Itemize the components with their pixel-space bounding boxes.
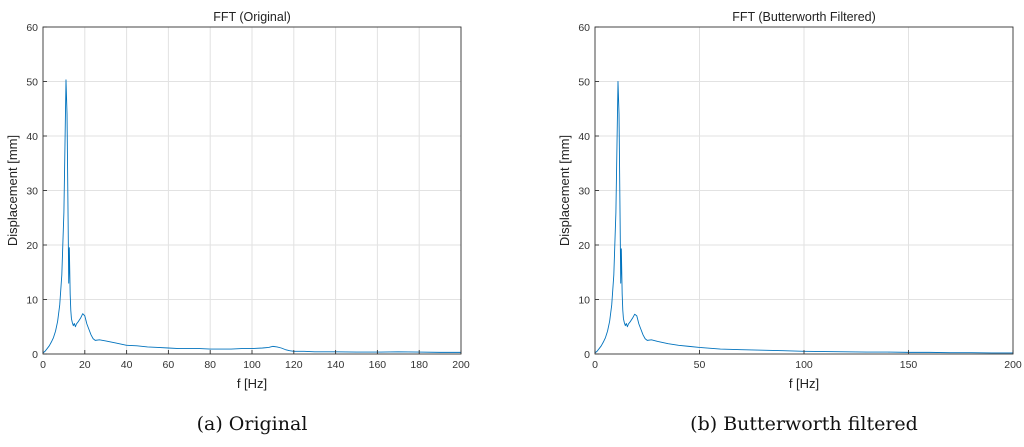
x-tick-label: 140 (327, 359, 345, 371)
series-line (42, 79, 461, 354)
y-tick-label: 20 (578, 240, 590, 252)
x-tick-label: 160 (369, 359, 387, 371)
y-tick-label: 40 (26, 131, 38, 143)
y-tick-label: 10 (578, 295, 590, 307)
y-tick-label: 60 (578, 22, 590, 34)
chart-title: FFT (Original) (213, 10, 291, 24)
x-axis-label: f [Hz] (789, 376, 819, 391)
x-axis-label: f [Hz] (237, 376, 267, 391)
tick-labels: 0 50 100 150 200 0 10 20 30 40 50 60 (578, 22, 1022, 371)
x-tick-label: 180 (410, 359, 428, 371)
y-tick-label: 40 (578, 131, 590, 143)
x-tick-label: 0 (40, 359, 46, 371)
tick-labels: 0 20 40 60 80 100 120 140 160 180 200 0 10 20 30 40 50 60 (26, 22, 470, 371)
y-tick-label: 50 (578, 77, 590, 89)
x-tick-label: 200 (1004, 359, 1022, 371)
x-tick-label: 20 (79, 359, 91, 371)
x-tick-label: 100 (795, 359, 813, 371)
chart-title: FFT (Butterworth Filtered) (732, 10, 876, 24)
x-tick-label: 80 (204, 359, 216, 371)
subfigure-caption: (b) Butterworth filtered (690, 413, 918, 435)
y-axis-label: Displacement [mm] (5, 135, 20, 246)
subfigure-caption: (a) Original (197, 413, 308, 435)
y-tick-label: 60 (26, 22, 38, 34)
y-tick-label: 30 (26, 186, 38, 198)
x-tick-label: 100 (243, 359, 261, 371)
series-line (594, 81, 1013, 354)
y-tick-label: 50 (26, 77, 38, 89)
x-tick-label: 200 (452, 359, 470, 371)
x-tick-label: 0 (592, 359, 598, 371)
y-tick-label: 30 (578, 186, 590, 198)
y-tick-label: 10 (26, 295, 38, 307)
chart-butterworth-filtered: 0 50 100 150 200 0 10 20 30 40 50 60 FFT (Butterwor… (557, 10, 1022, 435)
y-axis-label: Displacement [mm] (557, 135, 572, 246)
y-tick-label: 0 (584, 349, 590, 361)
x-tick-label: 50 (694, 359, 706, 371)
y-tick-label: 0 (32, 349, 38, 361)
x-tick-label: 60 (163, 359, 175, 371)
x-tick-label: 150 (900, 359, 918, 371)
chart-original: 0 20 40 60 80 100 120 140 160 180 200 0 10 20 30 40 50 60… (5, 10, 470, 435)
y-tick-label: 20 (26, 240, 38, 252)
x-tick-label: 120 (285, 359, 303, 371)
x-tick-label: 40 (121, 359, 133, 371)
